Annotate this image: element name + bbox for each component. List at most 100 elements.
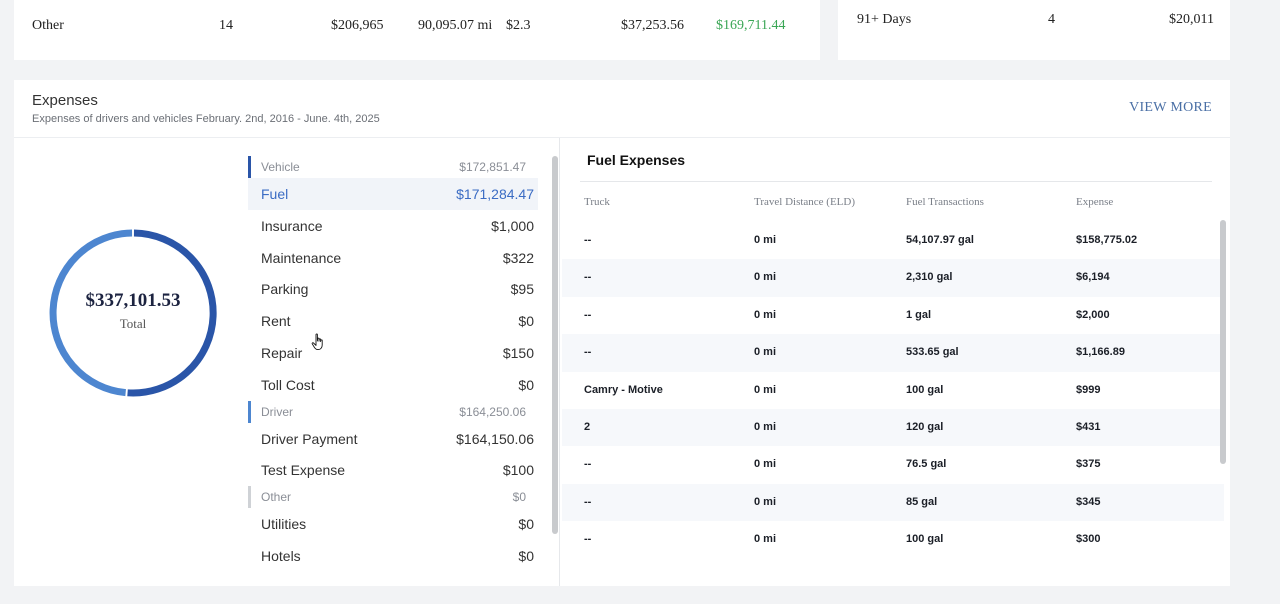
category-item-name: Maintenance: [261, 249, 342, 266]
column-header-truck[interactable]: Truck: [584, 196, 610, 208]
cell-truck: --: [584, 346, 592, 359]
category-item-name: Driver Payment: [261, 430, 358, 447]
category-item-hotels[interactable]: Hotels $0: [248, 540, 538, 572]
donut-total-value: $337,101.53: [85, 290, 181, 311]
donut-arc-driver: [49, 229, 133, 397]
category-group-value: $172,851.47: [459, 160, 526, 174]
category-group-name: Vehicle: [261, 160, 300, 174]
aging-row-label: 91+ Days: [857, 12, 912, 27]
expenses-body: $337,101.53 Total Vehicle $172,851.47 Fuel…: [14, 138, 1230, 586]
category-item-maintenance[interactable]: Maintenance $322: [248, 242, 538, 274]
cell-expense: $2,000: [1076, 308, 1110, 321]
cell-travel-distance: 0 mi: [754, 495, 777, 508]
hand-pointer-icon: [311, 333, 323, 351]
cell-truck: Camry - Motive: [584, 383, 663, 396]
cell-travel-distance: 0 mi: [754, 458, 777, 471]
category-item-value: $1,000: [491, 217, 534, 234]
aging-row-count: 4: [1048, 12, 1055, 27]
table-row[interactable]: -- 0 mi 2,310 gal $6,194: [562, 259, 1224, 297]
cell-travel-distance: 0 mi: [754, 234, 777, 246]
cell-expense: $300: [1076, 533, 1101, 546]
cell-travel-distance: 0 mi: [754, 533, 777, 546]
cell-fuel-transactions: 100 gal: [906, 383, 944, 396]
expenses-title: Expenses: [32, 92, 98, 109]
category-item-value: $100: [502, 462, 534, 479]
category-item-rent[interactable]: Rent $0: [248, 305, 538, 337]
view-more-link[interactable]: VIEW MORE: [1129, 100, 1212, 115]
fuel-expenses-title: Fuel Expenses: [587, 152, 686, 168]
category-group-other: Other $0: [248, 486, 538, 509]
summary-row-amount: $206,965: [331, 18, 384, 33]
cell-expense: $345: [1076, 495, 1101, 508]
category-item-value: $0: [518, 516, 534, 533]
category-item-name: Rent: [261, 313, 291, 330]
donut-svg: [49, 229, 217, 397]
cell-travel-distance: 0 mi: [754, 420, 777, 433]
category-group-value: $164,250.06: [459, 404, 526, 419]
category-item-toll-cost[interactable]: Toll Cost $0: [248, 369, 538, 401]
column-header-travel-distance[interactable]: Travel Distance (ELD): [754, 196, 856, 208]
category-group-name: Driver: [261, 404, 293, 419]
fuel-table-scrollbar[interactable]: [1220, 220, 1226, 464]
divider: [580, 181, 1212, 182]
category-item-value: $164,150.06: [456, 430, 534, 447]
cell-fuel-transactions: 120 gal: [906, 420, 944, 433]
category-item-utilities[interactable]: Utilities $0: [248, 508, 538, 540]
category-group-color-bar: [248, 400, 251, 423]
table-row[interactable]: 2 0 mi 120 gal $431: [562, 408, 1224, 447]
table-row[interactable]: -- 0 mi 533.65 gal $1,166.89: [562, 334, 1224, 372]
category-item-value: $171,284.47: [456, 186, 534, 202]
cell-truck: 2: [584, 420, 591, 433]
table-row[interactable]: -- 0 mi 100 gal $300: [562, 521, 1224, 558]
cell-fuel-transactions: 533.65 gal: [906, 346, 959, 359]
summary-row-rate: $2.3: [506, 18, 531, 33]
cell-fuel-transactions: 1 gal: [906, 308, 932, 321]
column-header-fuel-transactions[interactable]: Fuel Transactions: [906, 196, 984, 208]
cell-expense: $999: [1076, 383, 1101, 396]
category-item-value: $95: [510, 281, 534, 298]
table-row[interactable]: -- 0 mi 76.5 gal $375: [562, 446, 1224, 483]
cell-travel-distance: 0 mi: [754, 271, 777, 284]
column-header-expense[interactable]: Expense: [1076, 196, 1114, 208]
expenses-header: Expenses Expenses of drivers and vehicle…: [14, 80, 1230, 138]
cell-expense: $1,166.89: [1076, 346, 1125, 359]
expense-category-list: Vehicle $172,851.47 Fuel $171,284.47 Insuran…: [248, 156, 538, 572]
cell-expense: $6,194: [1076, 271, 1110, 284]
expense-donut-chart: $337,101.53 Total: [48, 228, 218, 398]
category-item-value: $0: [518, 376, 534, 393]
cell-expense: $158,775.02: [1076, 234, 1138, 246]
cell-truck: --: [584, 533, 592, 546]
category-item-insurance[interactable]: Insurance $1,000: [248, 210, 538, 242]
fuel-table-body: -- 0 mi 54,107.97 gal $158,775.02 -- 0 mi 2,31…: [562, 222, 1224, 559]
category-group-name: Other: [261, 490, 292, 505]
cell-fuel-transactions: 76.5 gal: [906, 458, 947, 471]
category-item-test-expense[interactable]: Test Expense $100: [248, 454, 538, 486]
category-group-vehicle: Vehicle $172,851.47: [248, 156, 538, 178]
table-row[interactable]: -- 0 mi 85 gal $345: [562, 483, 1224, 522]
cell-fuel-transactions: 85 gal: [906, 495, 938, 508]
summary-row-profit: $169,711.44: [716, 18, 786, 33]
category-item-driver-payment[interactable]: Driver Payment $164,150.06: [248, 423, 538, 455]
cell-travel-distance: 0 mi: [754, 308, 777, 321]
category-item-repair[interactable]: Repair $150: [248, 337, 538, 369]
category-group-color-bar: [248, 486, 251, 509]
table-row[interactable]: -- 0 mi 1 gal $2,000: [562, 297, 1224, 334]
category-item-name: Hotels: [261, 547, 301, 564]
cell-truck: --: [584, 234, 592, 246]
category-item-parking[interactable]: Parking $95: [248, 273, 538, 305]
category-group-value: $0: [512, 490, 526, 505]
category-group-driver: Driver $164,250.06: [248, 400, 538, 423]
table-row[interactable]: -- 0 mi 54,107.97 gal $158,775.02: [562, 222, 1224, 259]
category-item-name: Utilities: [261, 516, 307, 533]
cell-travel-distance: 0 mi: [754, 383, 777, 396]
cell-expense: $375: [1076, 458, 1101, 471]
category-item-fuel[interactable]: Fuel $171,284.47: [248, 178, 538, 210]
category-list-scrollbar[interactable]: [552, 156, 558, 534]
cell-truck: --: [584, 495, 592, 508]
category-item-name: Toll Cost: [261, 376, 315, 393]
category-item-name: Parking: [261, 281, 309, 298]
summary-table-card: Other 14 $206,965 90,095.07 mi $2.3 $37,…: [14, 0, 820, 60]
summary-row-cost: $37,253.56: [621, 18, 684, 33]
table-row[interactable]: Camry - Motive 0 mi 100 gal $999: [562, 372, 1224, 409]
aging-table-card: 91+ Days 4 $20,011: [838, 0, 1230, 60]
